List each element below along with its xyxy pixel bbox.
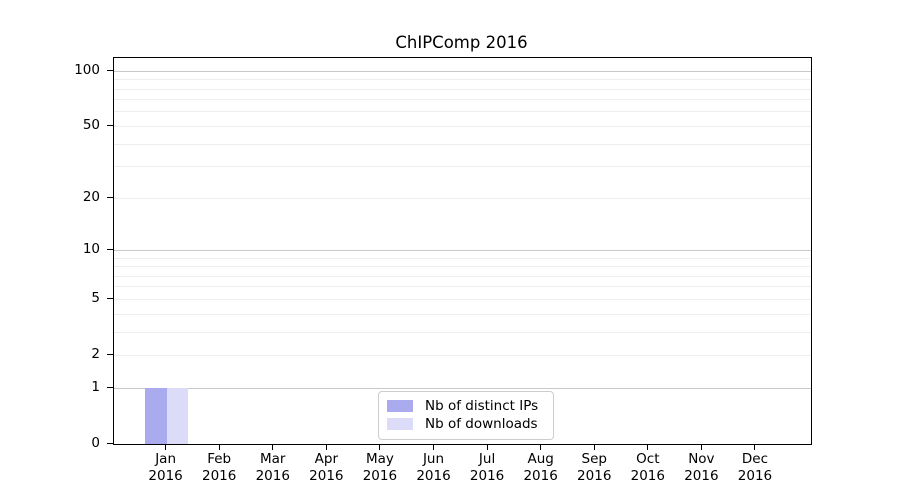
x-tick-month: Dec (741, 451, 769, 467)
gridline-70 (114, 99, 811, 101)
x-tick-year: 2016 (416, 467, 451, 484)
x-tick-year: 2016 (737, 467, 773, 484)
x-tick-year: 2016 (684, 467, 719, 484)
gridline-8 (114, 266, 811, 268)
x-tick-mark-oct (647, 444, 649, 450)
y-tick-mark-10 (107, 249, 113, 251)
gridline-60 (114, 111, 811, 113)
bar-jan-series0 (144, 388, 167, 444)
gridline-4 (114, 313, 811, 315)
y-tick-label-50: 50 (82, 117, 100, 134)
x-tick-label-may: May 2016 (348, 451, 412, 484)
gridline-20 (114, 197, 811, 199)
x-tick-month: Jun (422, 451, 445, 467)
gridline-10 (114, 249, 811, 251)
legend-label-distinct-ips: Nb of distinct IPs (425, 397, 539, 414)
x-tick-label-mar: Mar 2016 (241, 451, 305, 484)
y-tick-label-2: 2 (91, 346, 100, 363)
legend-label-downloads: Nb of downloads (425, 415, 538, 432)
legend-swatch-distinct-ips (387, 400, 413, 412)
bar-jan-series1 (166, 388, 189, 444)
gridline-80 (114, 88, 811, 90)
x-tick-year: 2016 (201, 467, 237, 484)
x-tick-mark-aug (540, 444, 542, 450)
x-tick-month: Apr (314, 451, 338, 467)
x-tick-month: Aug (527, 451, 554, 467)
gridline-7 (114, 275, 811, 277)
x-tick-label-nov: Nov 2016 (669, 451, 733, 484)
y-tick-mark-20 (107, 197, 113, 199)
gridline-90 (114, 79, 811, 81)
gridline-1 (114, 387, 811, 389)
y-tick-mark-1 (107, 387, 113, 389)
legend: Nb of distinct IPs Nb of downloads (378, 391, 554, 440)
gridline-30 (114, 166, 811, 168)
x-tick-label-sep: Sep 2016 (562, 451, 626, 484)
x-tick-year: 2016 (362, 467, 398, 484)
x-tick-year: 2016 (577, 467, 612, 484)
x-tick-month: Feb (207, 451, 232, 467)
gridline-9 (114, 257, 811, 259)
gridline-40 (114, 143, 811, 145)
x-tick-label-apr: Apr 2016 (294, 451, 358, 484)
x-tick-mark-jun (433, 444, 434, 450)
legend-item-downloads: Nb of downloads (387, 415, 553, 433)
y-tick-mark-0 (107, 443, 113, 444)
legend-swatch-downloads (387, 418, 413, 430)
x-tick-month: Jan (155, 451, 176, 467)
gridline-50 (114, 125, 811, 127)
y-tick-mark-50 (107, 125, 113, 127)
x-tick-year: 2016 (255, 467, 290, 484)
x-tick-mark-jul (486, 444, 488, 450)
x-tick-mark-jan (165, 444, 167, 450)
gridline-100 (114, 70, 811, 72)
x-tick-month: Jul (478, 451, 496, 467)
y-tick-label-0: 0 (91, 435, 100, 451)
chart-title: ChIPComp 2016 (395, 33, 528, 52)
x-tick-month: Nov (688, 451, 715, 467)
x-tick-label-aug: Aug 2016 (509, 451, 573, 484)
x-tick-mark-dec (754, 444, 756, 450)
x-tick-mark-apr (325, 444, 327, 450)
x-tick-mark-may (379, 444, 381, 450)
x-tick-year: 2016 (148, 467, 183, 484)
x-tick-year: 2016 (469, 467, 505, 484)
x-tick-month: Mar (260, 451, 286, 467)
x-tick-label-jun: Jun 2016 (402, 451, 466, 484)
gridline-5 (114, 298, 811, 300)
y-tick-label-20: 20 (82, 189, 100, 206)
x-tick-year: 2016 (309, 467, 344, 484)
y-tick-label-10: 10 (82, 241, 100, 258)
gridline-2 (114, 354, 811, 356)
x-tick-mark-sep (593, 444, 595, 450)
gridline-6 (114, 286, 811, 288)
gridline-3 (114, 331, 811, 333)
x-tick-month: May (365, 451, 394, 467)
x-tick-year: 2016 (523, 467, 558, 484)
x-tick-month: Sep (581, 451, 607, 467)
x-tick-year: 2016 (630, 467, 665, 484)
x-tick-mark-feb (218, 444, 220, 450)
y-tick-mark-100 (107, 70, 113, 72)
x-tick-label-oct: Oct 2016 (616, 451, 680, 484)
x-tick-month: Oct (636, 451, 660, 467)
y-tick-label-5: 5 (91, 290, 100, 307)
x-tick-label-jan: Jan 2016 (134, 451, 198, 484)
x-tick-label-jul: Jul 2016 (455, 451, 519, 484)
y-tick-label-1: 1 (91, 379, 100, 396)
x-tick-mark-mar (272, 444, 274, 450)
legend-item-distinct-ips: Nb of distinct IPs (387, 397, 553, 415)
x-tick-label-dec: Dec 2016 (723, 451, 787, 484)
x-tick-label-feb: Feb 2016 (187, 451, 251, 484)
y-tick-mark-2 (107, 354, 113, 356)
y-tick-label-100: 100 (74, 62, 100, 79)
x-tick-mark-nov (700, 444, 702, 450)
plot-area: Nb of distinct IPs Nb of downloads (113, 57, 812, 445)
y-tick-mark-5 (107, 298, 113, 300)
